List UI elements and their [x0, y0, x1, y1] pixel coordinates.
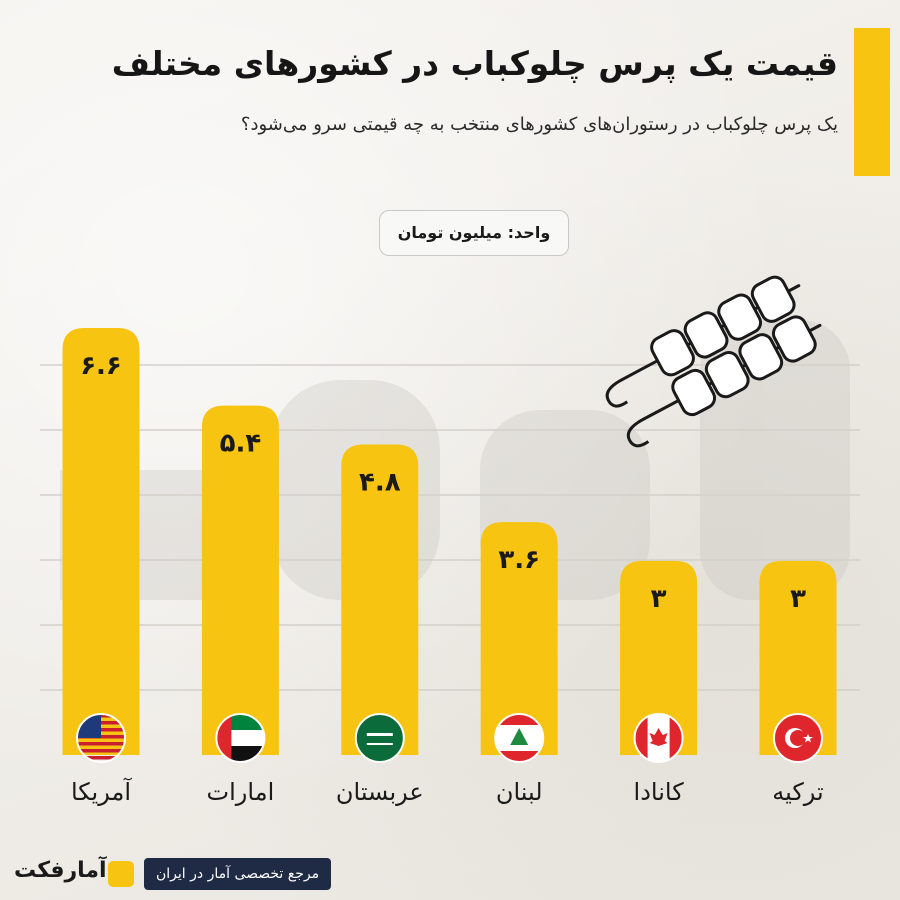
bar-value-label: ۳.۶ — [498, 545, 540, 575]
bar — [759, 560, 837, 755]
category-label: امارات — [207, 778, 275, 806]
page-title: قیمت یک پرس چلوکباب در کشورهای مختلف — [111, 44, 838, 83]
bar — [620, 560, 698, 755]
category-label: آمریکا — [71, 777, 132, 806]
saudi-flag-icon — [354, 713, 405, 763]
category-label: کانادا — [634, 778, 685, 806]
lebanon-flag-icon — [494, 713, 545, 763]
turkey-flag-icon — [773, 713, 823, 763]
brand-mark-icon — [108, 861, 134, 887]
bar — [341, 444, 419, 755]
bar-value-label: ۳ — [790, 584, 806, 614]
bar-value-label: ۳ — [651, 584, 667, 614]
bar-value-label: ۴.۸ — [359, 467, 401, 497]
chart-bars: ۶.۶ آمریکا ۵.۴ امارات ۴.۸ عربستان ۳.۶ لبنان ۳ کان… — [62, 328, 837, 806]
brand-tagline: مرجع تخصصی آمار در ایران — [144, 858, 332, 890]
bar — [480, 522, 558, 755]
accent-bar — [854, 28, 890, 176]
category-label: عربستان — [336, 778, 424, 806]
category-label: ترکیه — [772, 778, 823, 806]
kebab-skewer-icon — [605, 275, 822, 448]
category-label: لبنان — [496, 778, 543, 806]
bar — [62, 328, 140, 755]
chart-grid — [40, 364, 860, 691]
brand-logo: آمارفکت — [14, 858, 107, 883]
page-subtitle: یک پرس چلوکباب در رستوران‌های کشورهای من… — [240, 114, 838, 135]
bar-value-label: ۶.۶ — [80, 351, 122, 381]
unit-label: واحد: میلیون تومان — [379, 210, 569, 256]
bar-value-label: ۵.۴ — [220, 429, 262, 459]
bar — [201, 405, 279, 755]
canada-flag-icon — [633, 713, 684, 763]
usa-flag-icon — [76, 713, 126, 763]
uae-flag-icon — [215, 713, 266, 763]
